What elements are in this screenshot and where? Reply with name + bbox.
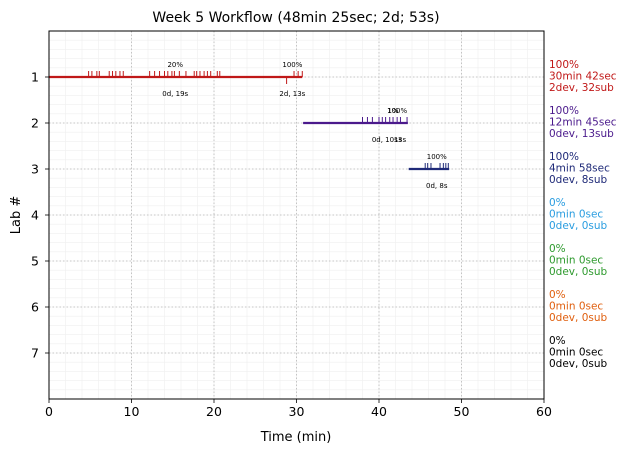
lab-7-summary-line: 0min 0sec — [549, 347, 603, 359]
lab-2-summary-line: 12min 45sec — [549, 117, 617, 129]
grid — [48, 30, 545, 399]
axes: 0 10 20 30 40 50 60 1 2 3 4 5 6 7 — [31, 70, 552, 420]
lab-1-summary-line: 100% — [549, 59, 579, 71]
x-tick-label: 10 — [124, 404, 140, 419]
x-axis-label: Time (min) — [260, 430, 332, 445]
lab-2-summary-line: 100% — [549, 105, 579, 117]
lab-1-summary-line: 2dev, 32sub — [549, 82, 614, 94]
y-tick-label: 1 — [31, 70, 39, 85]
lab-1-pct-label: 100% — [282, 61, 302, 69]
y-tick-label: 4 — [31, 208, 39, 223]
lab-5-summary-line: 0min 0sec — [549, 255, 603, 267]
chart-title: Week 5 Workflow (48min 25sec; 2d; 53s) — [152, 10, 439, 26]
lab-7-summary-line: 0dev, 0sub — [549, 358, 608, 370]
x-tick-label: 60 — [536, 404, 552, 419]
x-tick-label: 30 — [289, 404, 305, 419]
lab-3-summary-line: 100% — [549, 151, 579, 163]
lab-2-pct-label: 100% — [387, 107, 407, 115]
y-tick-label: 2 — [31, 116, 39, 131]
lab-4-summary-line: 0% — [549, 197, 566, 209]
lab-6-summary-line: 0dev, 0sub — [549, 312, 608, 324]
lab-1-info-label: 0d, 19s — [162, 90, 188, 98]
lab-2-summary-line: 0dev, 13sub — [549, 128, 614, 140]
x-tick-label: 50 — [454, 404, 470, 419]
x-tick-label: 0 — [45, 404, 53, 419]
y-tick-label: 3 — [31, 162, 39, 177]
lab-6-summary-line: 0min 0sec — [549, 301, 603, 313]
lab-3-summary-line: 4min 58sec — [549, 163, 610, 175]
y-tick-label: 5 — [31, 254, 39, 269]
lab-4-summary-line: 0dev, 0sub — [549, 220, 608, 232]
lab-5-summary-line: 0% — [549, 243, 566, 255]
lab-1-summary-line: 30min 42sec — [549, 71, 617, 83]
lab-2-info-label: 1s — [394, 136, 402, 144]
lab-1-pct-label: 20% — [167, 61, 183, 69]
lab-2-info-label: 0d, 10s — [372, 136, 398, 144]
x-tick-label: 20 — [206, 404, 222, 419]
lab-5-summary-line: 0dev, 0sub — [549, 266, 608, 278]
lab-2-pct-label: 1% — [387, 107, 398, 115]
lab-2-info-label: 3s — [398, 136, 406, 144]
lab-4-summary-line: 0min 0sec — [549, 209, 603, 221]
x-tick-label: 40 — [371, 404, 387, 419]
lab-1-info-label: 2d, 13s — [279, 90, 305, 98]
lab-6-summary-line: 0% — [549, 289, 566, 301]
lab-3-info-label: 0d, 8s — [426, 182, 448, 190]
lab-7-summary-line: 0% — [549, 335, 566, 347]
lab-3-summary-line: 0dev, 8sub — [549, 174, 608, 186]
lab-3-pct-label: 100% — [427, 153, 447, 161]
y-tick-label: 6 — [31, 300, 39, 315]
y-tick-label: 7 — [31, 346, 39, 361]
y-axis-label: Lab # — [9, 196, 24, 235]
